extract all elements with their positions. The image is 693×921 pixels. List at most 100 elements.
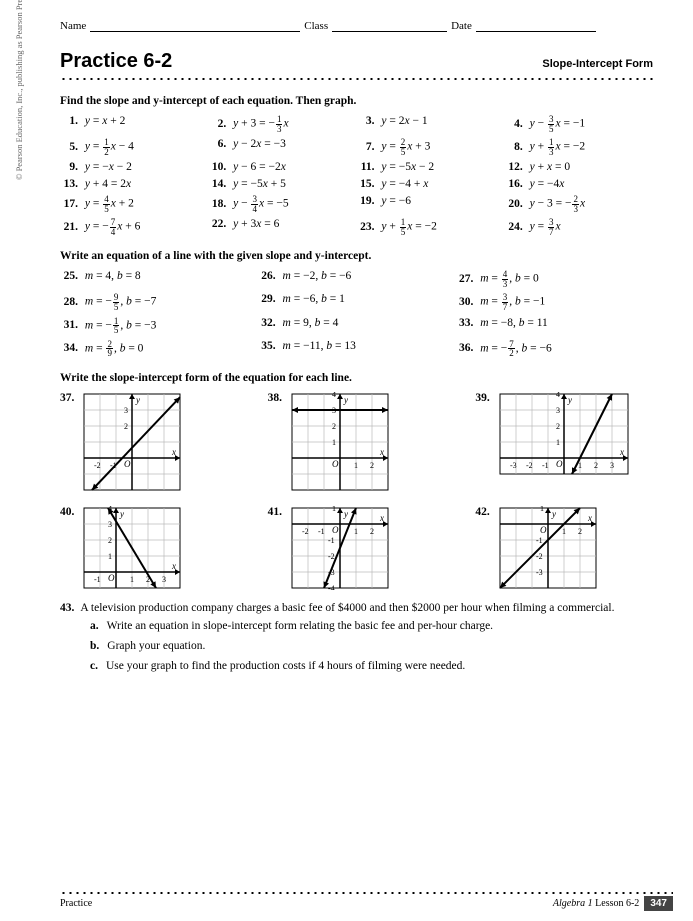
svg-text:O: O — [540, 525, 547, 535]
problem: 13. y + 4 = 2x — [60, 178, 208, 190]
title-divider — [60, 77, 653, 81]
svg-text:x: x — [171, 561, 176, 571]
section-1-grid: 1. y = x + 22. y + 3 = −13x3. y = 2x − 1… — [60, 115, 653, 236]
svg-text:2: 2 — [370, 527, 374, 536]
graph-problem: 39.Oxy-3-2-11234321 — [475, 392, 653, 492]
svg-text:4: 4 — [108, 506, 112, 513]
problem: 24. y = 37x — [505, 218, 653, 236]
svg-text:-3: -3 — [536, 568, 543, 577]
graphs-grid: 37.Oxy-2-13238.Oxy12432139.Oxy-3-2-11234… — [60, 392, 653, 590]
svg-text:2: 2 — [124, 422, 128, 431]
svg-text:x: x — [379, 447, 384, 457]
graph-svg: Oxy-11234321 — [82, 506, 182, 590]
copyright-sidebar: © Pearson Education, Inc., publishing as… — [14, 0, 24, 180]
svg-text:-1: -1 — [110, 461, 117, 470]
problem: 29. m = −6, b = 1 — [258, 293, 456, 311]
name-line — [90, 20, 300, 32]
problem: 1. y = x + 2 — [60, 115, 208, 133]
problem: 32. m = 9, b = 4 — [258, 317, 456, 335]
problem: 28. m = −95, b = −7 — [60, 293, 258, 311]
svg-text:-2: -2 — [536, 552, 543, 561]
graph-problem: 38.Oxy124321 — [268, 392, 446, 492]
graph-svg: Oxy-3-2-11234321 — [498, 392, 630, 476]
graph-svg: Oxy-2-132 — [82, 392, 182, 492]
svg-text:O: O — [556, 459, 563, 469]
q43-number: 43. — [60, 602, 74, 614]
svg-text:2: 2 — [556, 422, 560, 431]
svg-text:-4: -4 — [328, 584, 335, 590]
problem: 2. y + 3 = −13x — [208, 115, 356, 133]
svg-text:y: y — [551, 509, 556, 519]
page-footer: Practice Algebra 1 Lesson 6-2 347 — [60, 891, 673, 909]
svg-text:-3: -3 — [510, 461, 517, 470]
page-number: 347 — [644, 896, 673, 911]
instruction-1: Find the slope and y-intercept of each e… — [60, 95, 653, 107]
svg-text:x: x — [171, 447, 176, 457]
problem: 9. y = −x − 2 — [60, 161, 208, 173]
footer-left: Practice — [60, 898, 92, 909]
problem: 5. y = 12x − 4 — [60, 138, 208, 156]
problem: 12. y + x = 0 — [505, 161, 653, 173]
svg-text:2: 2 — [370, 461, 374, 470]
svg-text:-1: -1 — [94, 575, 101, 584]
problem: 22. y + 3x = 6 — [208, 218, 356, 236]
svg-text:-1: -1 — [328, 536, 335, 545]
date-label: Date — [451, 20, 472, 32]
instruction-2: Write an equation of a line with the giv… — [60, 250, 653, 262]
problem: 18. y − 34x = −5 — [208, 195, 356, 213]
svg-text:y: y — [343, 509, 348, 519]
svg-text:1: 1 — [332, 506, 336, 513]
problem: 4. y − 35x = −1 — [505, 115, 653, 133]
svg-text:1: 1 — [354, 461, 358, 470]
problem: 15. y = −4 + x — [357, 178, 505, 190]
svg-text:1: 1 — [556, 438, 560, 447]
problem: 36. m = −72, b = −6 — [455, 340, 653, 358]
svg-text:3: 3 — [124, 406, 128, 415]
q43a-text: Write an equation in slope-intercept for… — [107, 620, 493, 632]
svg-text:y: y — [343, 395, 348, 405]
svg-text:-2: -2 — [526, 461, 533, 470]
class-line — [332, 20, 447, 32]
svg-text:1: 1 — [540, 506, 544, 513]
problem: 6. y − 2x = −3 — [208, 138, 356, 156]
svg-text:3: 3 — [108, 520, 112, 529]
problem: 7. y = 25x + 3 — [357, 138, 505, 156]
class-label: Class — [304, 20, 328, 32]
svg-text:2: 2 — [594, 461, 598, 470]
graph-problem: 41.Oxy-2-1121-1-2-3-4 — [268, 506, 446, 590]
svg-text:1: 1 — [578, 461, 582, 470]
svg-text:-1: -1 — [542, 461, 549, 470]
problem: 14. y = −5x + 5 — [208, 178, 356, 190]
svg-text:4: 4 — [556, 392, 560, 399]
q43b-text: Graph your equation. — [107, 640, 205, 652]
graph-problem: 42.Oxy121-1-2-3 — [475, 506, 653, 590]
svg-text:O: O — [332, 459, 339, 469]
section-2-grid: 25. m = 4, b = 826. m = −2, b = −627. m … — [60, 270, 653, 357]
svg-text:x: x — [587, 513, 592, 523]
problem: 17. y = 45x + 2 — [60, 195, 208, 213]
svg-text:-2: -2 — [328, 552, 335, 561]
svg-text:-2: -2 — [302, 527, 309, 536]
footer-divider — [60, 891, 673, 895]
svg-text:x: x — [379, 513, 384, 523]
problem: 34. m = 29, b = 0 — [60, 340, 258, 358]
svg-text:1: 1 — [354, 527, 358, 536]
problem: 35. m = −11, b = 13 — [258, 340, 456, 358]
page-title: Practice 6-2 — [60, 50, 172, 73]
svg-text:x: x — [619, 447, 624, 457]
page-header: Name Class Date — [60, 20, 653, 32]
svg-text:1: 1 — [332, 438, 336, 447]
footer-right: Algebra 1 Lesson 6-2 347 — [553, 898, 673, 909]
problem: 30. m = 37, b = −1 — [455, 293, 653, 311]
problem: 27. m = 43, b = 0 — [455, 270, 653, 288]
name-label: Name — [60, 20, 86, 32]
svg-text:y: y — [119, 509, 124, 519]
title-row: Practice 6-2 Slope-Intercept Form — [60, 50, 653, 73]
svg-text:y: y — [135, 395, 140, 405]
problem: 26. m = −2, b = −6 — [258, 270, 456, 288]
svg-text:-1: -1 — [536, 536, 543, 545]
svg-text:-1: -1 — [318, 527, 325, 536]
svg-text:3: 3 — [332, 406, 336, 415]
svg-text:3: 3 — [556, 406, 560, 415]
svg-text:2: 2 — [578, 527, 582, 536]
